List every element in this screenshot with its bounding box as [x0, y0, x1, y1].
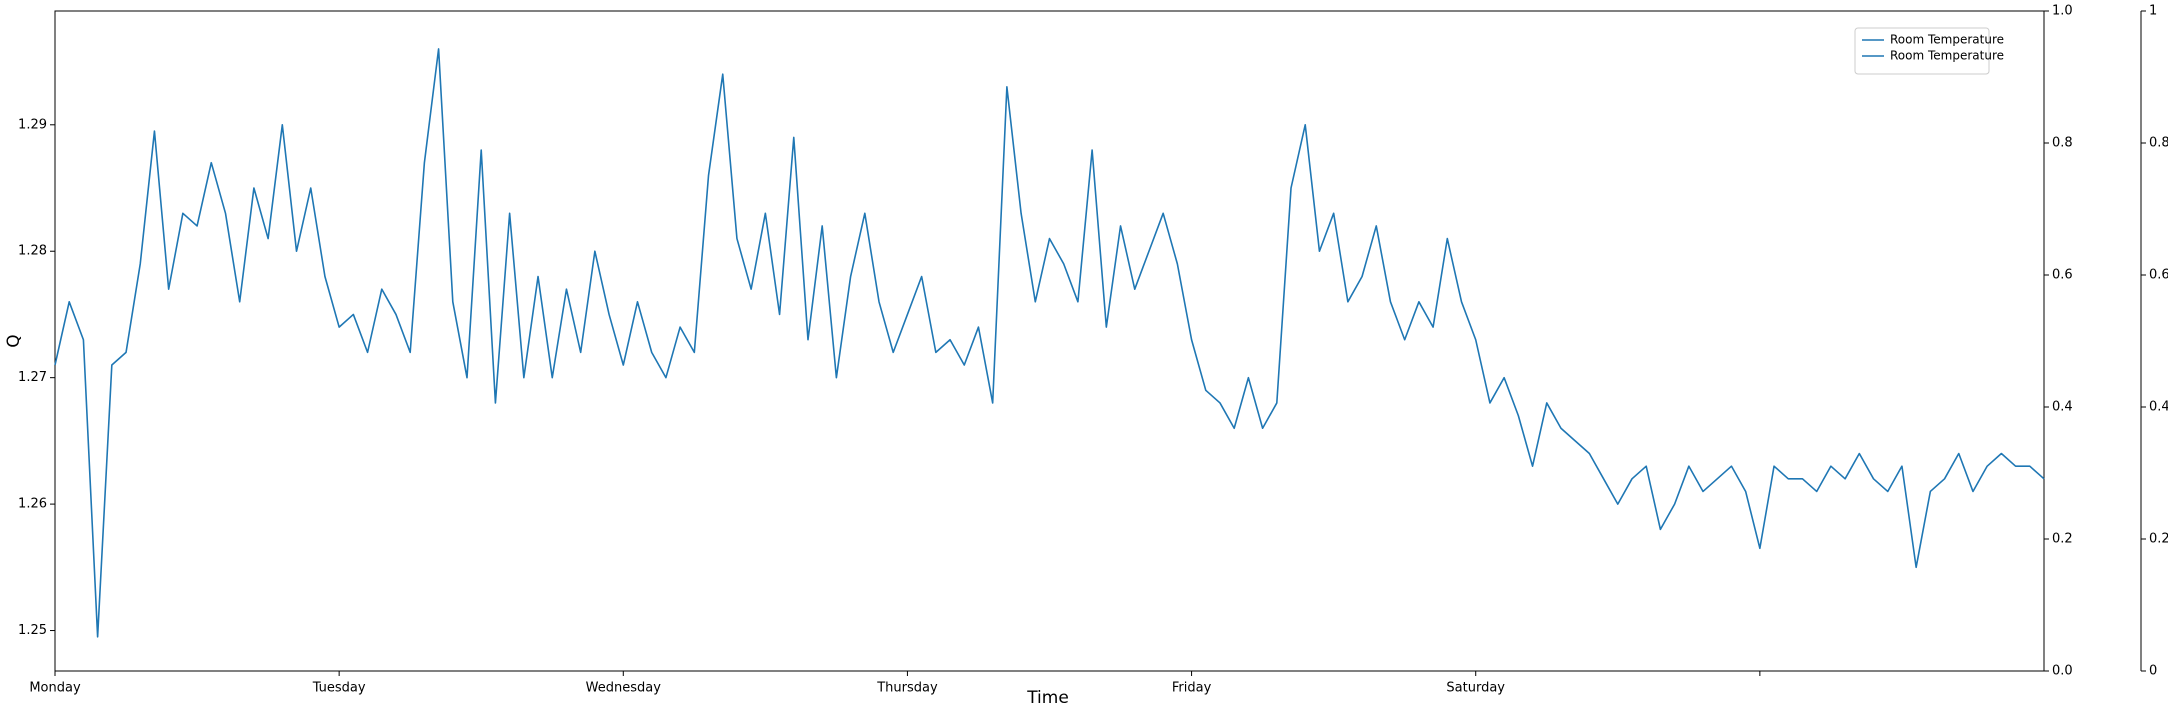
legend-label: Room Temperature: [1890, 33, 2004, 47]
y2-tick-label: 0.4: [2149, 400, 2168, 415]
y-tick-label: 1.27: [18, 370, 47, 385]
y-tick-label: 1.26: [18, 497, 47, 512]
y2-tick-label: 0.6: [2149, 268, 2168, 283]
x-tick-label: Saturday: [1446, 681, 1505, 696]
y-axis-label: Q: [4, 334, 24, 347]
x-tick-label: Wednesday: [586, 681, 662, 696]
y2-tick-label: 0.8: [2052, 136, 2073, 151]
x-tick-label: Friday: [1172, 681, 1212, 696]
x-tick-label: Tuesday: [312, 681, 366, 696]
x-tick-label: Thursday: [876, 681, 938, 696]
legend-label: Room Temperature: [1890, 49, 2004, 63]
y-tick-label: 1.28: [18, 244, 47, 259]
x-axis-label: Time: [1026, 688, 1069, 708]
legend-box: [1854, 27, 1990, 75]
x-tick-label: Monday: [29, 681, 81, 696]
y2-tick-label: 1: [2149, 4, 2157, 19]
y2-tick-label: 0: [2149, 664, 2157, 679]
y2-tick-label: 0.2: [2052, 532, 2073, 547]
y2-tick-label: 0.4: [2052, 400, 2073, 415]
y2-tick-label: 0.8: [2149, 136, 2168, 151]
plot-frame: [54, 10, 2045, 672]
data-line: [54, 48, 2045, 638]
y-tick-label: 1.29: [18, 117, 47, 132]
y-tick-label: 1.25: [18, 623, 47, 638]
y2-tick-label: 0.0: [2052, 664, 2073, 679]
y2-tick-label: 0.6: [2052, 268, 2073, 283]
y2-tick-label: 1.0: [2052, 4, 2073, 19]
y2-tick-label: 0.2: [2149, 532, 2168, 547]
